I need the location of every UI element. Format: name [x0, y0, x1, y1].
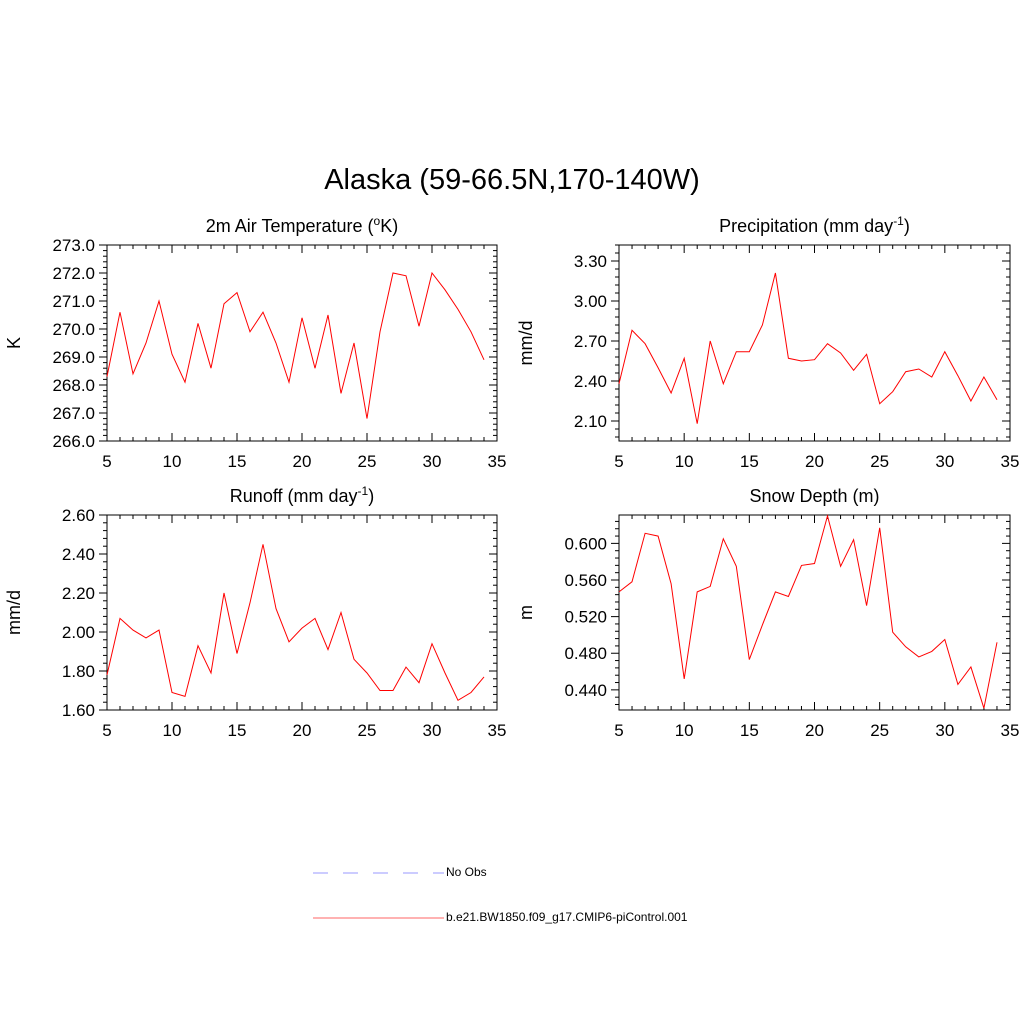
y-tick-label: 2.40: [574, 372, 607, 391]
panel-precipitation: 5 10 15 20 25 30 35 2.10 2.40 2.70 3.00 3.30 Precipi…: [516, 214, 1019, 471]
x-tick-label: 20: [805, 721, 824, 740]
x-tick-label: 25: [870, 721, 889, 740]
y-tick-label: 3.30: [574, 252, 607, 271]
plot-frame: [618, 514, 1011, 711]
x-tick-label: 5: [614, 721, 623, 740]
series-line: [618, 272, 998, 424]
y-tick-label: 268.0: [52, 376, 95, 395]
x-tick-label: 30: [935, 721, 954, 740]
x-tick-label: 15: [228, 452, 247, 471]
panel-title: 2m Air Temperature (oK): [206, 214, 398, 236]
x-tick-label: 15: [740, 721, 759, 740]
x-tick-label: 10: [163, 721, 182, 740]
y-tick-label: 0.560: [564, 571, 607, 590]
y-tick-label: 266.0: [52, 432, 95, 451]
x-tick-label: 10: [675, 721, 694, 740]
x-tick-label: 25: [358, 452, 377, 471]
y-tick-label: 2.10: [574, 412, 607, 431]
x-tick-label: 30: [935, 452, 954, 471]
x-tick-label: 35: [488, 721, 507, 740]
y-tick-label: 0.480: [564, 644, 607, 663]
x-tick-label: 20: [293, 721, 312, 740]
legend-graphics: [313, 872, 444, 919]
panel-title: Precipitation (mm day-1): [719, 214, 910, 236]
y-tick-label: 2.70: [574, 332, 607, 351]
x-tick-label: 30: [423, 452, 442, 471]
plot-frame: [618, 244, 1011, 442]
x-tick-label: 20: [293, 452, 312, 471]
y-axis-label: mm/d: [516, 321, 536, 366]
y-tick-label: 269.0: [52, 348, 95, 367]
y-tick-label: 1.80: [62, 662, 95, 681]
panel-air-temperature: 5 10 15 20 25 30 35 266.0 267.0 268.0 269.0 270.0 27…: [4, 214, 506, 471]
y-axis-label: K: [4, 337, 24, 349]
x-tick-label: 10: [675, 452, 694, 471]
y-tick-label: 2.00: [62, 623, 95, 642]
y-tick-label: 273.0: [52, 236, 95, 255]
x-tick-label: 35: [1001, 721, 1020, 740]
y-tick-label: 3.00: [574, 292, 607, 311]
figure-title: Alaska (59-66.5N,170-140W): [324, 164, 700, 196]
panel-runoff: 5 10 15 20 25 30 35 1.60 1.80 2.00 2.20 2.40 2.60 Run…: [4, 484, 506, 740]
series-line: [618, 513, 998, 709]
y-tick-label: 270.0: [52, 320, 95, 339]
x-tick-label: 35: [488, 452, 507, 471]
panel-title: Snow Depth (m): [749, 486, 879, 506]
series-line: [106, 544, 485, 702]
series-line: [106, 271, 485, 419]
y-tick-label: 0.600: [564, 534, 607, 553]
y-tick-label: 1.60: [62, 701, 95, 720]
x-tick-label: 20: [805, 452, 824, 471]
y-axis-label: m: [516, 605, 536, 620]
y-tick-label: 2.20: [62, 584, 95, 603]
x-tick-label: 25: [870, 452, 889, 471]
x-tick-label: 15: [740, 452, 759, 471]
y-tick-label: 2.40: [62, 545, 95, 564]
panel-snow-depth: 5 10 15 20 25 30 35 0.440 0.480 0.520 0.560 0.600 Sn…: [516, 486, 1019, 740]
y-tick-label: 267.0: [52, 404, 95, 423]
y-tick-label: 0.520: [564, 608, 607, 627]
x-tick-label: 35: [1001, 452, 1020, 471]
y-tick-label: 2.60: [62, 506, 95, 525]
x-tick-label: 10: [163, 452, 182, 471]
x-tick-label: 15: [228, 721, 247, 740]
plot-frame: [106, 514, 498, 711]
panel-title: Runoff (mm day-1): [230, 484, 374, 506]
y-axis-label: mm/d: [4, 590, 24, 635]
legend-label-no-obs: No Obs: [446, 865, 487, 879]
x-tick-label: 5: [102, 721, 111, 740]
y-tick-label: 271.0: [52, 292, 95, 311]
x-tick-label: 5: [102, 452, 111, 471]
x-tick-label: 30: [423, 721, 442, 740]
y-tick-label: 272.0: [52, 264, 95, 283]
y-tick-label: 0.440: [564, 681, 607, 700]
legend-label-model: b.e21.BW1850.f09_g17.CMIP6-piControl.001: [446, 910, 688, 924]
x-tick-label: 25: [358, 721, 377, 740]
x-tick-label: 5: [614, 452, 623, 471]
plot-frame: [106, 244, 498, 442]
